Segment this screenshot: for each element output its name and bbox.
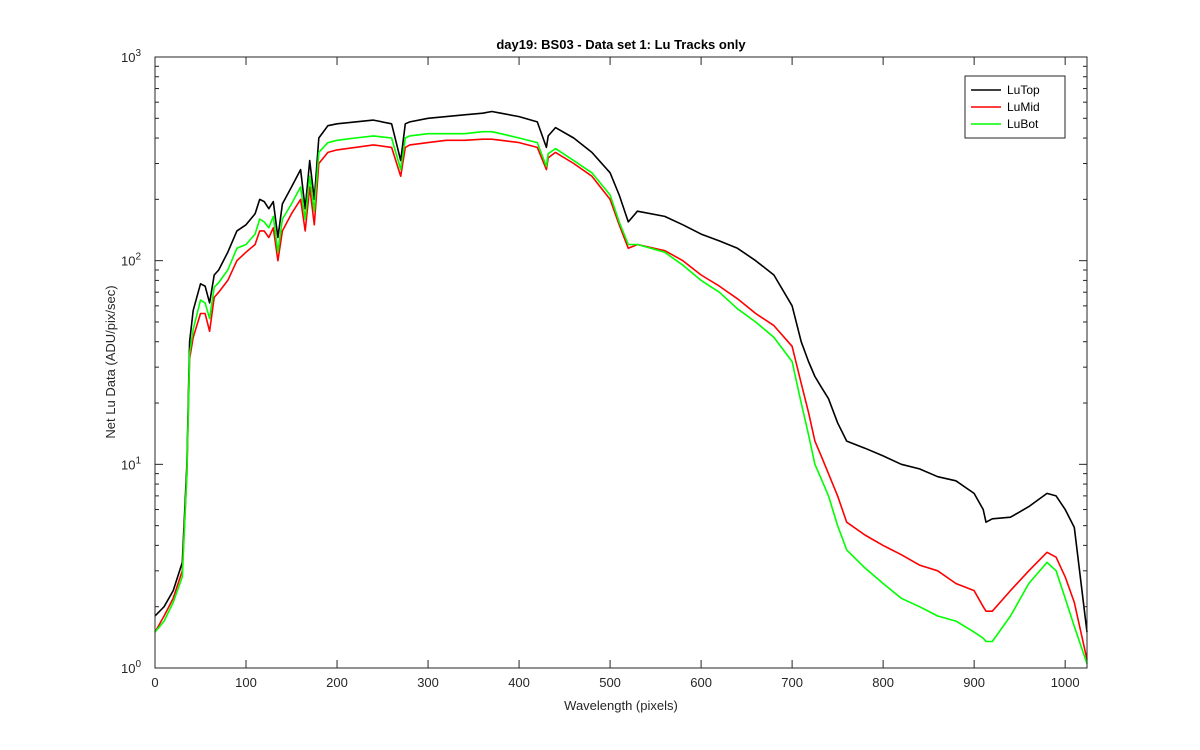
legend-label-lumid: LuMid — [1007, 100, 1040, 114]
x-tick-label: 800 — [872, 675, 894, 690]
y-tick-label: 102 — [121, 252, 141, 269]
legend-label-lubot: LuBot — [1007, 117, 1039, 131]
y-axis-title: Net Lu Data (ADU/pix/sec) — [103, 285, 118, 438]
series-line-lubot — [154, 130, 1088, 664]
x-tick-label: 0 — [151, 675, 158, 690]
x-tick-label: 600 — [690, 675, 712, 690]
axes-layer — [154, 56, 1088, 669]
y-tick-label: 101 — [121, 455, 141, 472]
ticks-layer: 0 100 200 300 400 500 600 700 800 900 1000 100 101 10… — [121, 48, 1087, 690]
y-tick-label: 100 — [121, 659, 141, 676]
legend-label-lutop: LuTop — [1007, 83, 1040, 97]
x-tick-label: 300 — [417, 675, 439, 690]
y-tick-label: 103 — [121, 48, 141, 65]
x-tick-label: 500 — [599, 675, 621, 690]
x-tick-label: 400 — [508, 675, 530, 690]
series-layer — [154, 110, 1088, 664]
x-axis-title: Wavelength (pixels) — [564, 698, 678, 713]
x-tick-label: 700 — [781, 675, 803, 690]
x-tick-label: 900 — [963, 675, 985, 690]
series-line-lumid — [154, 138, 1088, 660]
legend: LuTop LuMid LuBot — [964, 75, 1066, 139]
chart-title: day19: BS03 - Data set 1: Lu Tracks only — [496, 37, 746, 52]
x-tick-label: 1000 — [1051, 675, 1080, 690]
plot-area — [155, 57, 1087, 668]
x-tick-label: 100 — [235, 675, 257, 690]
series-line-lutop — [154, 110, 1088, 633]
axes-box — [154, 56, 1088, 669]
x-tick-label: 200 — [326, 675, 348, 690]
